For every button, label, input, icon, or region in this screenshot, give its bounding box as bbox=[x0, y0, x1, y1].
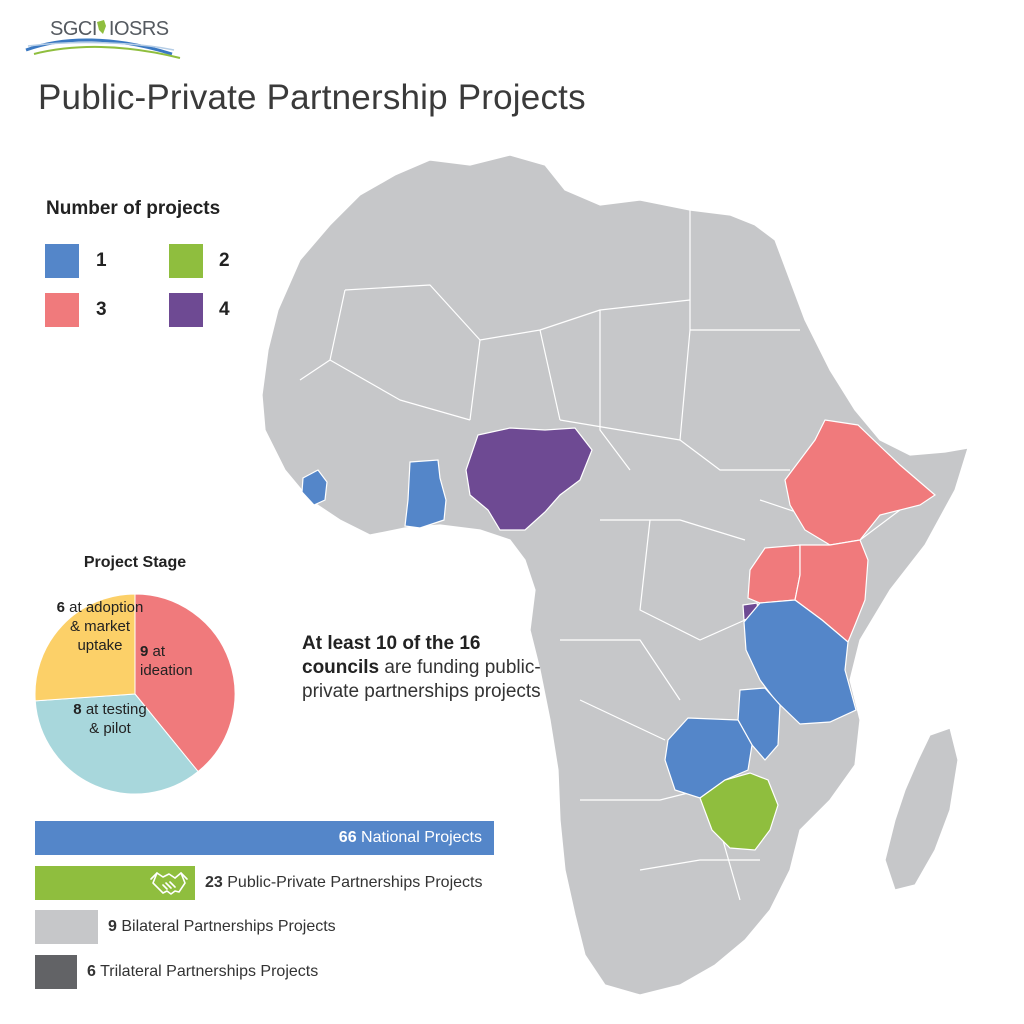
logo-swoosh bbox=[25, 20, 181, 59]
pie-title: Project Stage bbox=[83, 554, 187, 571]
legend-label-4: 4 bbox=[219, 299, 230, 320]
bar-bilateral bbox=[35, 910, 98, 944]
bar-label-bilateral: 9 Bilateral Partnerships Projects bbox=[108, 918, 336, 935]
country-zimbabwe bbox=[699, 772, 779, 851]
pie-slice-testing bbox=[34, 693, 199, 795]
project-stage-pie bbox=[34, 593, 236, 795]
bar-national bbox=[35, 821, 494, 855]
bar-trilateral bbox=[35, 955, 77, 989]
pie-label-ideation: 9 at ideation bbox=[140, 643, 193, 679]
summary-rest: are funding public-private partnerships … bbox=[302, 657, 541, 702]
madagascar bbox=[884, 727, 959, 891]
sgci-logo: SGCI IOSRS bbox=[24, 14, 184, 60]
summary-statement: At least 10 of the 16 councils are fundi… bbox=[302, 632, 562, 704]
page-title: Public-Private Partnership Projects bbox=[38, 78, 586, 117]
bar-ppp bbox=[35, 866, 195, 900]
country-liberia bbox=[301, 469, 328, 506]
legend-swatch-2 bbox=[169, 244, 203, 278]
country-kenya bbox=[794, 539, 869, 643]
africa-landmass bbox=[261, 154, 969, 996]
pie-label-adoption: 6 at adoption & market uptake bbox=[56, 599, 144, 654]
legend-title: Number of projects bbox=[46, 198, 221, 219]
bar-label-trilateral: 6 Trilateral Partnerships Projects bbox=[87, 963, 319, 980]
legend-label-3: 3 bbox=[96, 299, 107, 320]
pie-slice-adoption bbox=[34, 593, 136, 702]
handshake-icon bbox=[150, 872, 188, 895]
legend-swatch-1 bbox=[45, 244, 79, 278]
logo-text-2: IOSRS bbox=[108, 18, 169, 40]
pie-label-testing: 8 at testing & pilot bbox=[73, 701, 147, 737]
legend-label-1: 1 bbox=[96, 250, 107, 271]
pie-slice-ideation bbox=[134, 593, 236, 773]
bar-label-ppp: 23 Public-Private Partnerships Projects bbox=[205, 874, 483, 891]
bar-label-national: 66 National Projects bbox=[338, 829, 482, 846]
country-tanzania bbox=[743, 599, 857, 725]
country-nigeria bbox=[465, 427, 593, 531]
legend-swatch-3 bbox=[45, 293, 79, 327]
legend-label-2: 2 bbox=[219, 250, 230, 271]
summary-bold: At least 10 of the 16 councils bbox=[302, 633, 481, 678]
country-ghana bbox=[404, 459, 447, 529]
logo-text: SGCI bbox=[50, 18, 97, 40]
legend-swatch-4 bbox=[169, 293, 203, 327]
